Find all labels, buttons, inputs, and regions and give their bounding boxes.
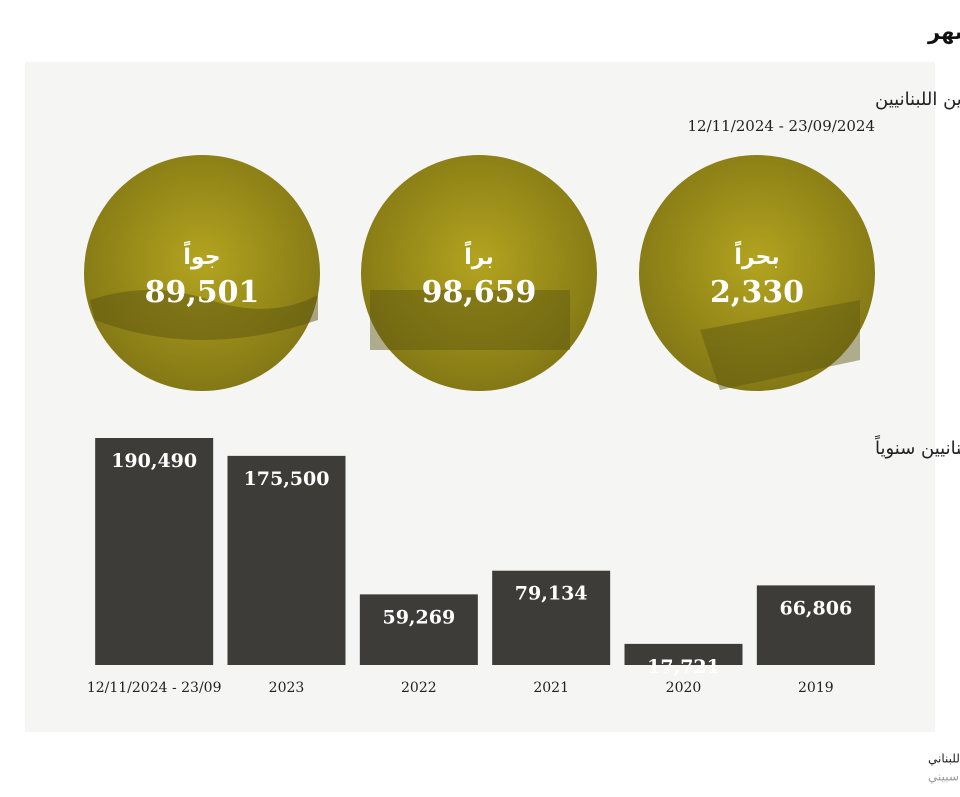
circle-label: بحراً (734, 240, 779, 270)
circle-label: براً (464, 240, 494, 270)
air-texture (90, 290, 318, 340)
source: المصدر: الأمن العام اللبناني (928, 751, 960, 767)
section-heading: صافي المغادرين اللبنانيين (875, 89, 960, 110)
bar (359, 594, 478, 665)
chart-title: صافي المغادرين اللبنانيين سنوياً (874, 435, 960, 459)
bar-value-label: 66,806 (779, 597, 852, 619)
circle-value: 2,330 (710, 275, 804, 310)
circle-value: 89,501 (145, 275, 260, 310)
x-tick-label: 12/11/2024 - 23/09 (87, 680, 222, 696)
bar-value-label: 59,269 (382, 606, 455, 628)
x-tick-label: 2022 (401, 680, 437, 696)
x-tick-label: 2023 (269, 680, 305, 696)
circle-label: جواً (183, 240, 220, 270)
bar (227, 455, 346, 665)
circle-value: 98,659 (422, 275, 537, 310)
page-title: 4% من اللبنانيين غادروا البلاد في شهر ون… (927, 20, 960, 44)
x-tick-label: 2021 (533, 680, 569, 696)
bar-value-label: 17,721 (647, 656, 720, 678)
sea-texture (700, 300, 860, 390)
air-circle (84, 155, 320, 391)
sea-circle (639, 155, 875, 391)
x-tick-label: 2020 (666, 680, 702, 696)
bar (756, 585, 875, 665)
land-circle (361, 155, 597, 391)
bar (95, 438, 214, 665)
circle-group: جواً 89,501 براً 98,659 بحراً 2,330 (84, 155, 875, 391)
bar-value-label: 190,490 (111, 450, 197, 472)
land-texture (370, 290, 570, 350)
section-period: 12/11/2024 - 23/09/2024 (687, 117, 875, 135)
bar-value-label: 79,134 (515, 583, 588, 605)
bar (624, 643, 743, 665)
bar (492, 570, 611, 665)
x-tick-label: 2019 (798, 680, 834, 696)
bar-value-label: 175,500 (244, 468, 330, 490)
